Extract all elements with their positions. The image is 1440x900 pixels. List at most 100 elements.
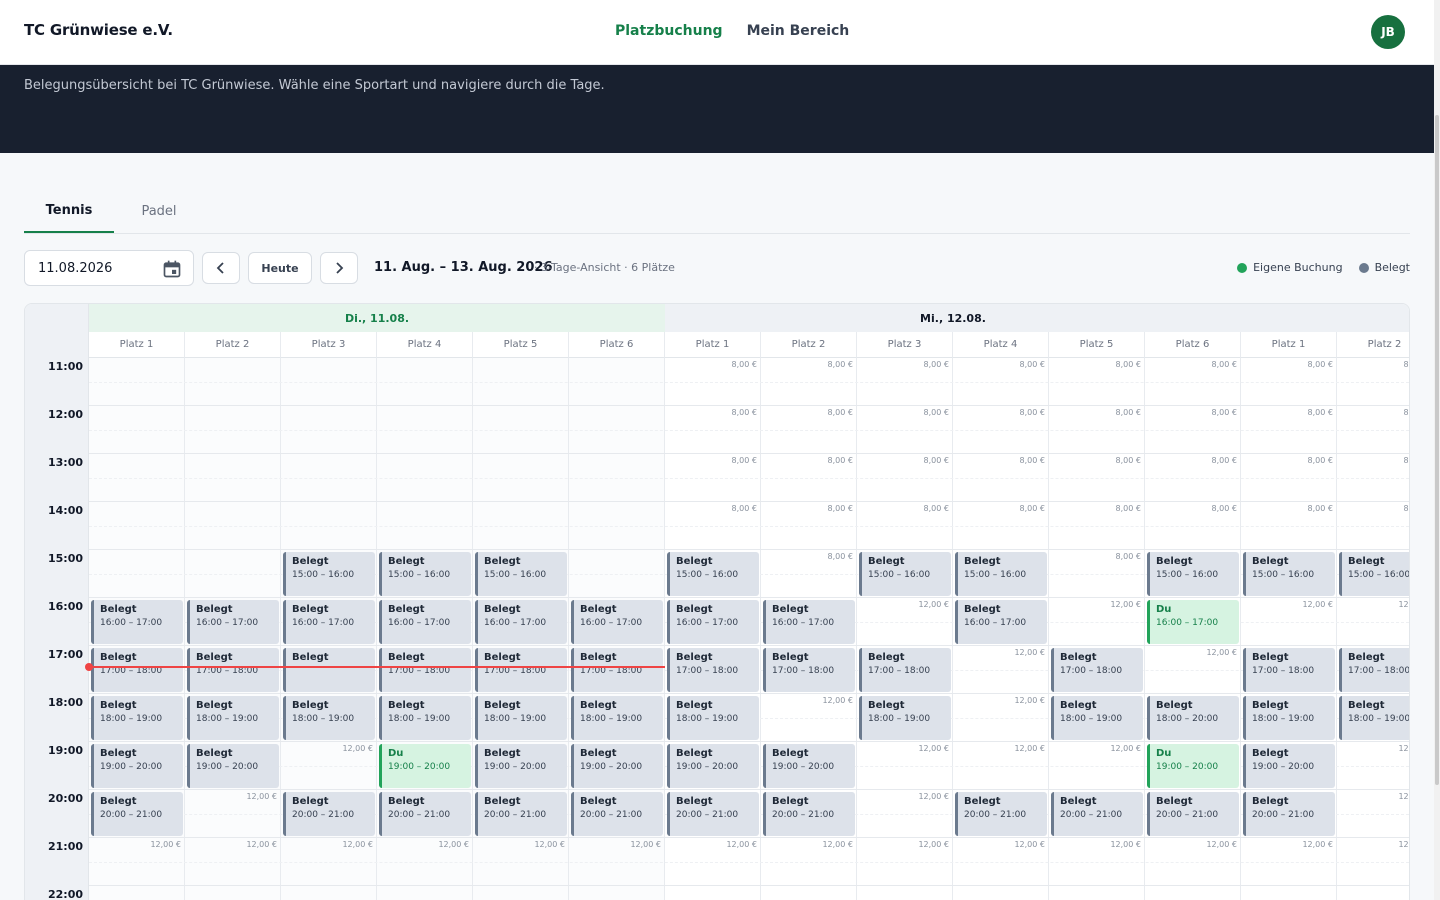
booked-block[interactable]: Belegt 19:00 – 20:00	[1243, 744, 1335, 788]
booked-block[interactable]: Belegt 17:00 – 18:00	[1051, 648, 1143, 692]
today-button[interactable]: Heute	[248, 252, 312, 284]
nav-platzbuchung[interactable]: Platzbuchung	[615, 23, 723, 39]
slot-price[interactable]: 12,00 €	[630, 840, 661, 849]
booked-block[interactable]: Belegt	[283, 648, 375, 692]
tab-tennis[interactable]: Tennis	[24, 190, 114, 233]
booked-block[interactable]: Belegt 16:00 – 17:00	[379, 600, 471, 644]
slot-price[interactable]: 12,00 €	[918, 600, 949, 609]
slot-price[interactable]: 8,00 €	[1403, 504, 1409, 513]
slot-price[interactable]: 8,00 €	[1307, 360, 1333, 369]
booked-block[interactable]: Belegt 15:00 – 16:00	[379, 552, 471, 596]
booked-block[interactable]: Belegt 18:00 – 19:00	[1243, 696, 1335, 740]
booked-block[interactable]: Belegt 16:00 – 17:00	[667, 600, 759, 644]
slot-price[interactable]: 12,00 €	[534, 840, 565, 849]
booked-block[interactable]: Belegt 17:00 – 18:00	[763, 648, 855, 692]
booked-block[interactable]: Belegt 18:00 – 19:00	[283, 696, 375, 740]
slot-price[interactable]: 8,00 €	[1307, 408, 1333, 417]
own-booking-block[interactable]: Du 16:00 – 17:00	[1147, 600, 1239, 644]
booked-block[interactable]: Belegt 18:00 – 19:00	[475, 696, 567, 740]
slot-price[interactable]: 12,00 €	[1014, 744, 1045, 753]
slot-price[interactable]: 8,00 €	[1115, 552, 1141, 561]
booked-block[interactable]: Belegt 17:00 – 18:00	[91, 648, 183, 692]
slot-price[interactable]: 12,00 €	[1398, 600, 1409, 609]
slot-price[interactable]: 8,00 €	[1211, 456, 1237, 465]
slot-price[interactable]: 12,00 €	[1302, 600, 1333, 609]
booked-block[interactable]: Belegt 15:00 – 16:00	[1339, 552, 1409, 596]
booked-block[interactable]: Belegt 15:00 – 16:00	[475, 552, 567, 596]
slot-price[interactable]: 8,00 €	[1115, 408, 1141, 417]
slot-price[interactable]: 12,00 €	[918, 792, 949, 801]
slot-price[interactable]: 8,00 €	[827, 504, 853, 513]
booked-block[interactable]: Belegt 18:00 – 20:00	[1147, 696, 1239, 740]
slot-price[interactable]: 12,00 €	[1398, 744, 1409, 753]
slot-price[interactable]: 8,00 €	[827, 552, 853, 561]
slot-price[interactable]: 12,00 €	[1014, 648, 1045, 657]
slot-price[interactable]: 12,00 €	[246, 792, 277, 801]
booked-block[interactable]: Belegt 18:00 – 19:00	[379, 696, 471, 740]
booked-block[interactable]: Belegt 15:00 – 16:00	[283, 552, 375, 596]
slot-price[interactable]: 12,00 €	[822, 840, 853, 849]
booked-block[interactable]: Belegt 17:00 – 18:00	[667, 648, 759, 692]
slot-price[interactable]: 8,00 €	[1019, 408, 1045, 417]
slot-price[interactable]: 8,00 €	[1307, 456, 1333, 465]
slot-price[interactable]: 8,00 €	[827, 456, 853, 465]
slot-price[interactable]: 12,00 €	[342, 744, 373, 753]
slot-price[interactable]: 8,00 €	[923, 504, 949, 513]
slot-price[interactable]: 8,00 €	[1115, 360, 1141, 369]
slot-price[interactable]: 8,00 €	[1211, 504, 1237, 513]
booked-block[interactable]: Belegt 20:00 – 21:00	[763, 792, 855, 836]
next-days-button[interactable]	[320, 252, 358, 284]
booked-block[interactable]: Belegt 19:00 – 20:00	[91, 744, 183, 788]
booked-block[interactable]: Belegt 20:00 – 21:00	[1243, 792, 1335, 836]
slot-price[interactable]: 8,00 €	[923, 456, 949, 465]
date-picker-input[interactable]: 11.08.2026	[24, 250, 194, 286]
booked-block[interactable]: Belegt 15:00 – 16:00	[1243, 552, 1335, 596]
booked-block[interactable]: Belegt 17:00 – 18:00	[187, 648, 279, 692]
booked-block[interactable]: Belegt 17:00 – 18:00	[1243, 648, 1335, 692]
booked-block[interactable]: Belegt 15:00 – 16:00	[667, 552, 759, 596]
slot-price[interactable]: 8,00 €	[1307, 504, 1333, 513]
slot-price[interactable]: 12,00 €	[1110, 840, 1141, 849]
tab-padel[interactable]: Padel	[141, 204, 177, 219]
booked-block[interactable]: Belegt 16:00 – 17:00	[571, 600, 663, 644]
booked-block[interactable]: Belegt 17:00 – 18:00	[379, 648, 471, 692]
slot-price[interactable]: 8,00 €	[731, 504, 757, 513]
slot-price[interactable]: 12,00 €	[726, 840, 757, 849]
booked-block[interactable]: Belegt 19:00 – 20:00	[667, 744, 759, 788]
booked-block[interactable]: Belegt 18:00 – 19:00	[1051, 696, 1143, 740]
slot-price[interactable]: 12,00 €	[150, 840, 181, 849]
booked-block[interactable]: Belegt 16:00 – 17:00	[91, 600, 183, 644]
slot-price[interactable]: 12,00 €	[822, 696, 853, 705]
slot-price[interactable]: 12,00 €	[438, 840, 469, 849]
slot-price[interactable]: 12,00 €	[918, 744, 949, 753]
slot-price[interactable]: 12,00 €	[1206, 840, 1237, 849]
booked-block[interactable]: Belegt 18:00 – 19:00	[91, 696, 183, 740]
booked-block[interactable]: Belegt 15:00 – 16:00	[859, 552, 951, 596]
slot-price[interactable]: 8,00 €	[1403, 360, 1409, 369]
avatar[interactable]: JB	[1371, 15, 1405, 49]
booked-block[interactable]: Belegt 18:00 – 19:00	[571, 696, 663, 740]
slot-price[interactable]: 12,00 €	[1110, 600, 1141, 609]
booked-block[interactable]: Belegt 20:00 – 21:00	[91, 792, 183, 836]
slot-price[interactable]: 8,00 €	[1403, 408, 1409, 417]
slot-price[interactable]: 12,00 €	[1014, 840, 1045, 849]
slot-price[interactable]: 12,00 €	[342, 840, 373, 849]
booked-block[interactable]: Belegt 15:00 – 16:00	[1147, 552, 1239, 596]
slot-price[interactable]: 8,00 €	[1115, 456, 1141, 465]
slot-price[interactable]: 8,00 €	[731, 360, 757, 369]
slot-price[interactable]: 8,00 €	[731, 456, 757, 465]
booked-block[interactable]: Belegt 19:00 – 20:00	[187, 744, 279, 788]
slot-price[interactable]: 8,00 €	[1019, 504, 1045, 513]
booked-block[interactable]: Belegt 15:00 – 16:00	[955, 552, 1047, 596]
slot-price[interactable]: 12,00 €	[1110, 744, 1141, 753]
previous-days-button[interactable]	[202, 252, 240, 284]
slot-price[interactable]: 8,00 €	[1211, 360, 1237, 369]
booked-block[interactable]: Belegt 19:00 – 20:00	[475, 744, 567, 788]
booked-block[interactable]: Belegt 20:00 – 21:00	[1147, 792, 1239, 836]
booked-block[interactable]: Belegt 18:00 – 19:00	[1339, 696, 1409, 740]
slot-price[interactable]: 12,00 €	[918, 840, 949, 849]
booked-block[interactable]: Belegt 17:00 – 18:00	[571, 648, 663, 692]
booked-block[interactable]: Belegt 17:00 – 18:00	[475, 648, 567, 692]
slot-price[interactable]: 8,00 €	[827, 408, 853, 417]
slot-price[interactable]: 8,00 €	[923, 408, 949, 417]
